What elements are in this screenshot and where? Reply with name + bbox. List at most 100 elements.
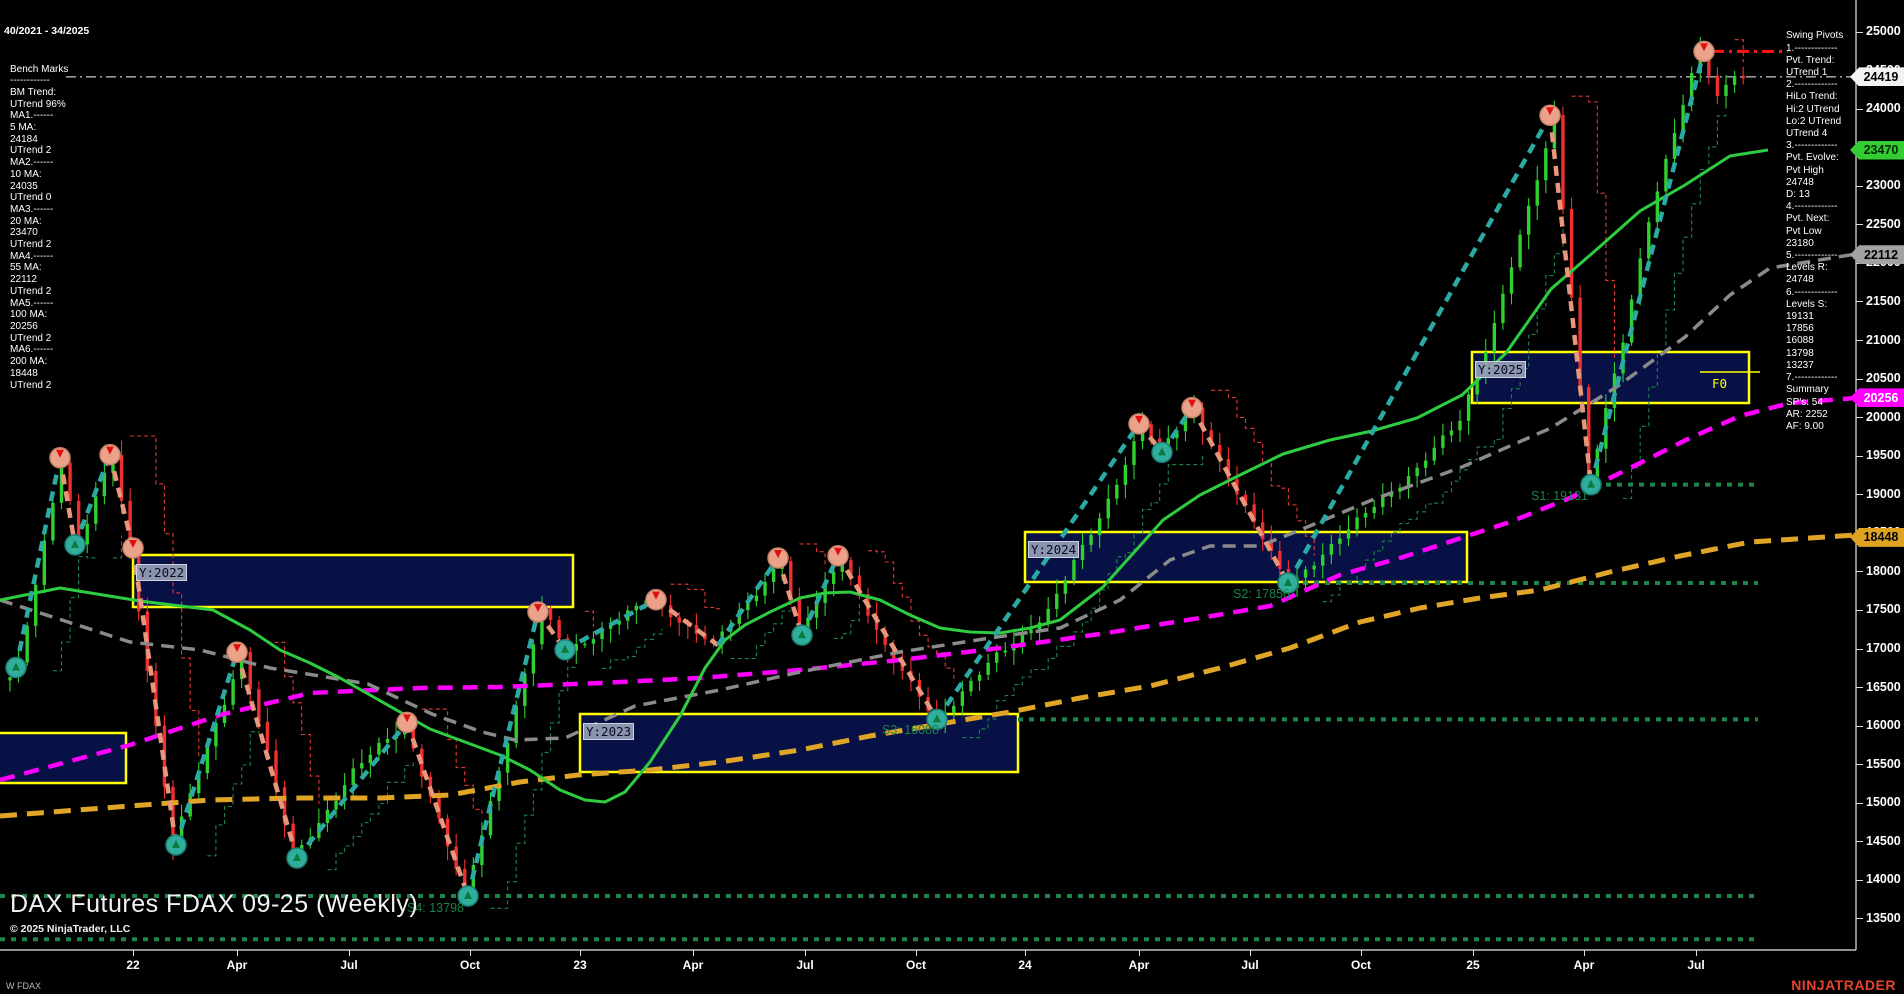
benchmarks-line-17: 55 MA: xyxy=(10,262,42,274)
benchmarks-line-4: MA1.------ xyxy=(10,110,54,122)
y-tick-24000 xyxy=(1856,108,1863,110)
swing-pivots-line-10: Pvt. Evolve: xyxy=(1786,152,1839,164)
x-label-Jul-2[interactable]: Jul xyxy=(340,958,358,972)
benchmarks-line-18: 22112 xyxy=(10,274,38,286)
y-tick-19500 xyxy=(1856,455,1863,457)
y-tick-16500 xyxy=(1856,687,1863,689)
x-tick-6 xyxy=(805,950,806,956)
y-label-14500: 14500 xyxy=(1866,833,1901,848)
price-tag-23470: 23470 xyxy=(1850,140,1904,160)
price-tag-24419: 24419 xyxy=(1850,67,1904,87)
x-label-Oct-7[interactable]: Oct xyxy=(905,958,927,972)
y-label-15000: 15000 xyxy=(1866,795,1901,810)
y-label-24000: 24000 xyxy=(1866,101,1901,116)
x-label-Jul-14[interactable]: Jul xyxy=(1687,958,1705,972)
x-tick-11 xyxy=(1361,950,1362,956)
support-label-S1: S1: 19131 xyxy=(1531,489,1588,503)
x-tick-4 xyxy=(580,950,581,956)
benchmarks-line-3: UTrend 96% xyxy=(10,98,66,110)
x-label-Oct-3[interactable]: Oct xyxy=(459,958,481,972)
ma-line-55ma xyxy=(0,252,1857,742)
support-label-S2: S2: 17856 xyxy=(1233,587,1290,601)
x-label-23-4[interactable]: 23 xyxy=(573,958,587,972)
swing-pivots-line-19: Levels R: xyxy=(1786,262,1828,274)
benchmarks-line-24: MA6.------ xyxy=(10,344,54,356)
x-label-Apr-9[interactable]: Apr xyxy=(1128,958,1150,972)
x-label-25-12[interactable]: 25 xyxy=(1466,958,1480,972)
swing-segment-1 xyxy=(13,457,63,669)
swing-pivots-line-14: 4.------------- xyxy=(1786,201,1838,213)
benchmarks-line-6: 24184 xyxy=(10,133,38,145)
swing-segment-16 xyxy=(799,554,841,637)
x-label-Jul-10[interactable]: Jul xyxy=(1241,958,1259,972)
x-label-Apr-13[interactable]: Apr xyxy=(1573,958,1595,972)
y-label-22500: 22500 xyxy=(1866,216,1901,231)
y-tick-13500 xyxy=(1856,918,1863,920)
x-label-22-0[interactable]: 22 xyxy=(126,958,140,972)
benchmarks-line-12: MA3.------ xyxy=(10,203,54,215)
y-label-13500: 13500 xyxy=(1866,910,1901,925)
y-tick-15000 xyxy=(1856,802,1863,804)
x-tick-14 xyxy=(1696,950,1697,956)
benchmarks-line-19: UTrend 2 xyxy=(10,285,52,297)
benchmarks-line-0: Bench Marks xyxy=(10,63,69,75)
x-label-Oct-11[interactable]: Oct xyxy=(1350,958,1372,972)
benchmarks-line-10: 24035 xyxy=(10,180,38,192)
y-label-17000: 17000 xyxy=(1866,641,1901,656)
y-tick-25000 xyxy=(1856,31,1863,33)
swing-pivots-line-28: 7.------------- xyxy=(1786,372,1838,384)
y-label-19500: 19500 xyxy=(1866,448,1901,463)
swing-pivots-line-27: 13237 xyxy=(1786,359,1814,371)
y-tick-21000 xyxy=(1856,340,1863,342)
x-label-Apr-5[interactable]: Apr xyxy=(682,958,704,972)
swing-pivots-panel: Swing Pivots 1.------------- Pvt. Trend: UT… xyxy=(1786,6,1843,458)
benchmarks-line-26: 18448 xyxy=(10,367,38,379)
green-trail-step-line xyxy=(52,113,1727,909)
swing-segment-13 xyxy=(654,597,720,647)
benchmarks-line-9: 10 MA: xyxy=(10,168,42,180)
support-label-S4: S4: 13798 xyxy=(407,901,464,915)
year-box-left-edge xyxy=(0,731,128,785)
y-label-21500: 21500 xyxy=(1866,293,1901,308)
benchmarks-line-15: UTrend 2 xyxy=(10,239,52,251)
year-box-label-Y:2025: Y:2025 xyxy=(1475,361,1527,378)
price-tag-18448: 18448 xyxy=(1850,527,1904,547)
y-label-16000: 16000 xyxy=(1866,718,1901,733)
candles-group xyxy=(8,37,1745,904)
y-tick-17000 xyxy=(1856,648,1863,650)
swing-pivots-line-6: Hi:2 UTrend xyxy=(1786,103,1840,115)
swing-segment-22 xyxy=(1286,114,1552,585)
swing-pivots-line-3: UTrend 1 xyxy=(1786,67,1828,79)
y-tick-18000 xyxy=(1856,571,1863,573)
swing-pivots-line-23: 19131 xyxy=(1786,311,1814,323)
year-box-label-Y:2022: Y:2022 xyxy=(136,564,188,581)
swing-pivots-line-20: 24748 xyxy=(1786,274,1814,286)
title-block: DAX Futures FDAX 09-25 (Weekly) © 2025 N… xyxy=(10,890,418,935)
x-label-Jul-6[interactable]: Jul xyxy=(796,958,814,972)
y-tick-14500 xyxy=(1856,841,1863,843)
swing-segment-18 xyxy=(935,422,1141,721)
f0-label: F0 xyxy=(1712,376,1728,391)
tab-w-fdax[interactable]: W FDAX xyxy=(6,981,41,991)
y-label-16500: 16500 xyxy=(1866,679,1901,694)
x-label-Apr-1[interactable]: Apr xyxy=(226,958,248,972)
x-tick-5 xyxy=(693,950,694,956)
swing-segment-12 xyxy=(563,597,658,652)
swing-pivots-line-17: 23180 xyxy=(1786,237,1814,249)
swing-segment-8 xyxy=(295,720,409,860)
benchmarks-line-27: UTrend 2 xyxy=(10,379,52,391)
swing-pivots-line-21: 6.------------- xyxy=(1786,286,1838,298)
benchmarks-panel: 40/2021 - 34/2025 Bench Marks -----------… xyxy=(4,3,89,415)
x-label-24-8[interactable]: 24 xyxy=(1018,958,1032,972)
benchmarks-line-1: ------------ xyxy=(10,75,50,87)
benchmarks-line-21: 100 MA: xyxy=(10,309,48,321)
swing-pivots-line-22: Levels S: xyxy=(1786,298,1828,310)
swing-pivots-line-5: HiLo Trend: xyxy=(1786,91,1838,103)
swing-pivots-line-16: Pvt Low xyxy=(1786,225,1822,237)
x-tick-0 xyxy=(133,950,134,956)
x-tick-10 xyxy=(1250,950,1251,956)
swing-pivots-line-32: AF: 9.00 xyxy=(1786,420,1824,432)
year-box-Y:2024 xyxy=(1023,530,1469,584)
